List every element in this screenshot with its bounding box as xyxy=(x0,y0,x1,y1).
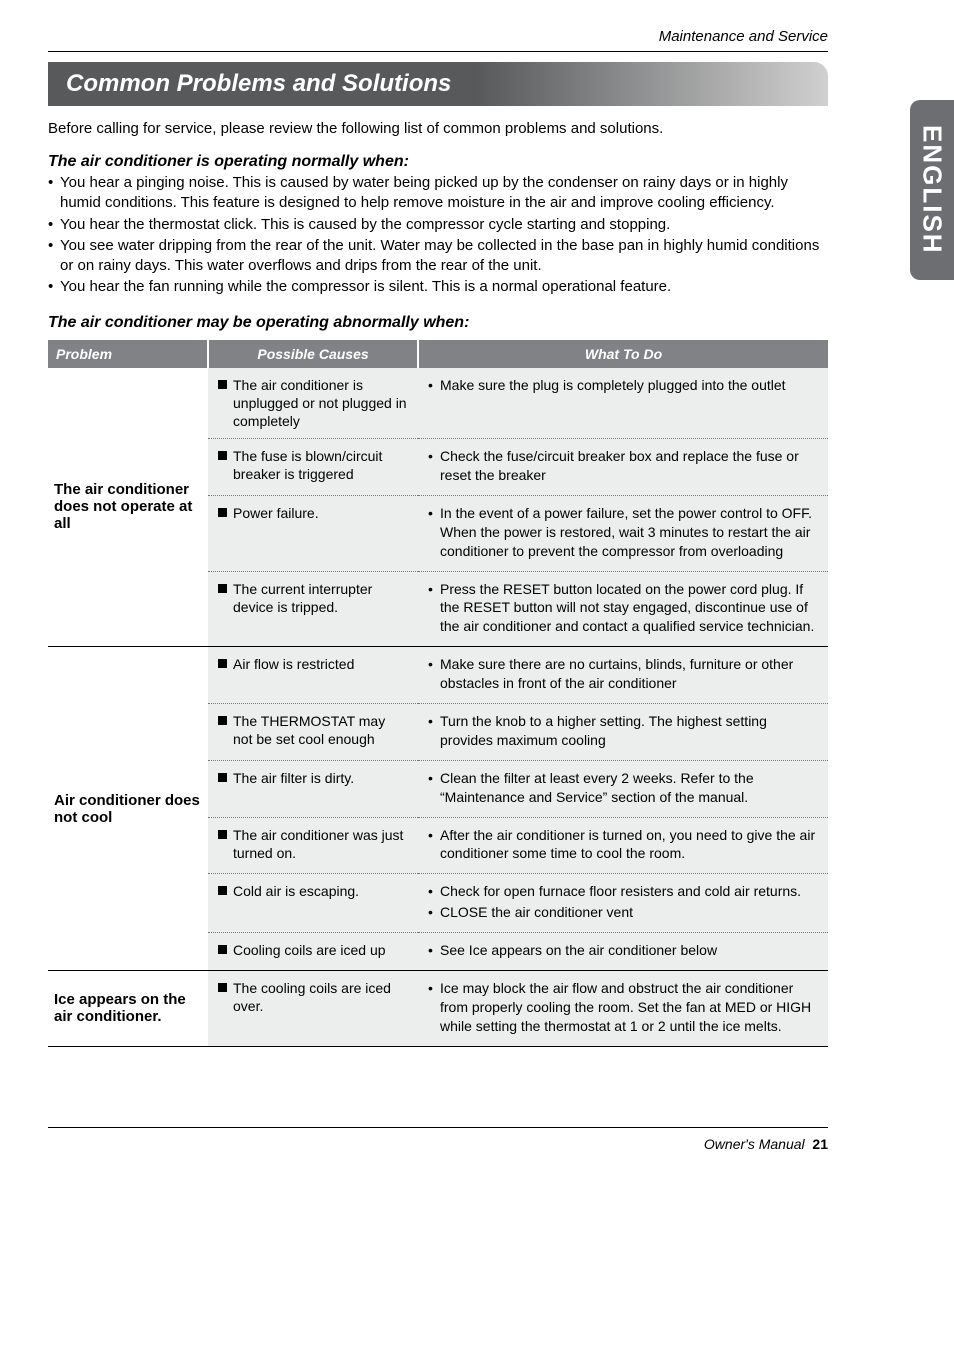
todo-cell: Turn the knob to a higher setting. The h… xyxy=(418,703,828,760)
todo-cell: In the event of a power failure, set the… xyxy=(418,495,828,571)
footer-label: Owner's Manual xyxy=(704,1136,805,1152)
todo-item: Make sure there are no curtains, blinds,… xyxy=(428,655,818,693)
normal-heading: The air conditioner is operating normall… xyxy=(48,153,828,171)
normal-list-item: You hear a pinging noise. This is caused… xyxy=(48,173,828,214)
todo-cell: After the air conditioner is turned on, … xyxy=(418,817,828,874)
todo-cell: Check for open furnace floor resisters a… xyxy=(418,874,828,933)
todo-cell: Press the RESET button located on the po… xyxy=(418,571,828,647)
todo-item: CLOSE the air conditioner vent xyxy=(428,903,818,922)
cause-cell: The current interrupter device is trippe… xyxy=(208,571,418,647)
todo-item: See Ice appears on the air conditioner b… xyxy=(428,941,818,960)
cause-cell: Power failure. xyxy=(208,495,418,571)
square-bullet-icon xyxy=(218,886,227,895)
abnormal-heading: The air conditioner may be operating abn… xyxy=(48,314,828,332)
problem-cell: Air conditioner does not cool xyxy=(48,647,208,971)
square-bullet-icon xyxy=(218,659,227,668)
troubleshoot-table: Problem Possible Causes What To Do The a… xyxy=(48,340,828,1047)
todo-cell: Ice may block the air flow and obstruct … xyxy=(418,970,828,1046)
cause-text: The air conditioner is unplugged or not … xyxy=(233,376,408,431)
square-bullet-icon xyxy=(218,983,227,992)
todo-item: Ice may block the air flow and obstruct … xyxy=(428,979,818,1036)
th-todo: What To Do xyxy=(418,340,828,368)
todo-item: Press the RESET button located on the po… xyxy=(428,580,818,637)
page-title: Common Problems and Solutions xyxy=(48,62,828,106)
cause-text: The cooling coils are iced over. xyxy=(233,979,408,1015)
todo-item: Turn the knob to a higher setting. The h… xyxy=(428,712,818,750)
todo-cell: See Ice appears on the air conditioner b… xyxy=(418,933,828,971)
problem-cell: The air conditioner does not operate at … xyxy=(48,368,208,647)
cause-cell: The air filter is dirty. xyxy=(208,760,418,817)
cause-cell: The air conditioner was just turned on. xyxy=(208,817,418,874)
cause-text: The THERMOSTAT may not be set cool enoug… xyxy=(233,712,408,748)
intro-text: Before calling for service, please revie… xyxy=(48,120,828,137)
problem-cell: Ice appears on the air conditioner. xyxy=(48,970,208,1046)
normal-list-item: You hear the fan running while the compr… xyxy=(48,277,828,297)
cause-cell: The cooling coils are iced over. xyxy=(208,970,418,1046)
cause-cell: The THERMOSTAT may not be set cool enoug… xyxy=(208,703,418,760)
normal-list-item: You see water dripping from the rear of … xyxy=(48,236,828,277)
cause-text: Cold air is escaping. xyxy=(233,882,359,900)
todo-item: Check the fuse/circuit breaker box and r… xyxy=(428,447,818,485)
cause-text: The current interrupter device is trippe… xyxy=(233,580,408,616)
todo-cell: Make sure there are no curtains, blinds,… xyxy=(418,647,828,704)
square-bullet-icon xyxy=(218,451,227,460)
footer: Owner's Manual 21 xyxy=(48,1127,828,1152)
todo-item: Check for open furnace floor resisters a… xyxy=(428,882,818,901)
side-tab: ENGLISH xyxy=(910,100,954,280)
footer-page: 21 xyxy=(812,1136,828,1152)
normal-list-item: You hear the thermostat click. This is c… xyxy=(48,215,828,235)
square-bullet-icon xyxy=(218,380,227,389)
square-bullet-icon xyxy=(218,508,227,517)
th-causes: Possible Causes xyxy=(208,340,418,368)
todo-item: After the air conditioner is turned on, … xyxy=(428,826,818,864)
cause-text: Power failure. xyxy=(233,504,319,522)
todo-cell: Clean the filter at least every 2 weeks.… xyxy=(418,760,828,817)
cause-text: The air filter is dirty. xyxy=(233,769,354,787)
square-bullet-icon xyxy=(218,716,227,725)
todo-item: Make sure the plug is completely plugged… xyxy=(428,376,818,395)
todo-cell: Make sure the plug is completely plugged… xyxy=(418,368,828,439)
normal-list: You hear a pinging noise. This is caused… xyxy=(48,173,828,298)
square-bullet-icon xyxy=(218,945,227,954)
cause-cell: The air conditioner is unplugged or not … xyxy=(208,368,418,439)
todo-item: Clean the filter at least every 2 weeks.… xyxy=(428,769,818,807)
cause-cell: The fuse is blown/circuit breaker is tri… xyxy=(208,439,418,496)
square-bullet-icon xyxy=(218,584,227,593)
square-bullet-icon xyxy=(218,830,227,839)
cause-cell: Cooling coils are iced up xyxy=(208,933,418,971)
cause-text: Cooling coils are iced up xyxy=(233,941,386,959)
cause-cell: Cold air is escaping. xyxy=(208,874,418,933)
cause-cell: Air flow is restricted xyxy=(208,647,418,704)
page-content: Maintenance and Service Common Problems … xyxy=(0,0,876,1192)
square-bullet-icon xyxy=(218,773,227,782)
cause-text: The air conditioner was just turned on. xyxy=(233,826,408,862)
section-label: Maintenance and Service xyxy=(48,28,828,52)
cause-text: Air flow is restricted xyxy=(233,655,354,673)
side-tab-label: ENGLISH xyxy=(917,125,948,255)
todo-item: In the event of a power failure, set the… xyxy=(428,504,818,561)
cause-text: The fuse is blown/circuit breaker is tri… xyxy=(233,447,408,483)
th-problem: Problem xyxy=(48,340,208,368)
todo-cell: Check the fuse/circuit breaker box and r… xyxy=(418,439,828,496)
